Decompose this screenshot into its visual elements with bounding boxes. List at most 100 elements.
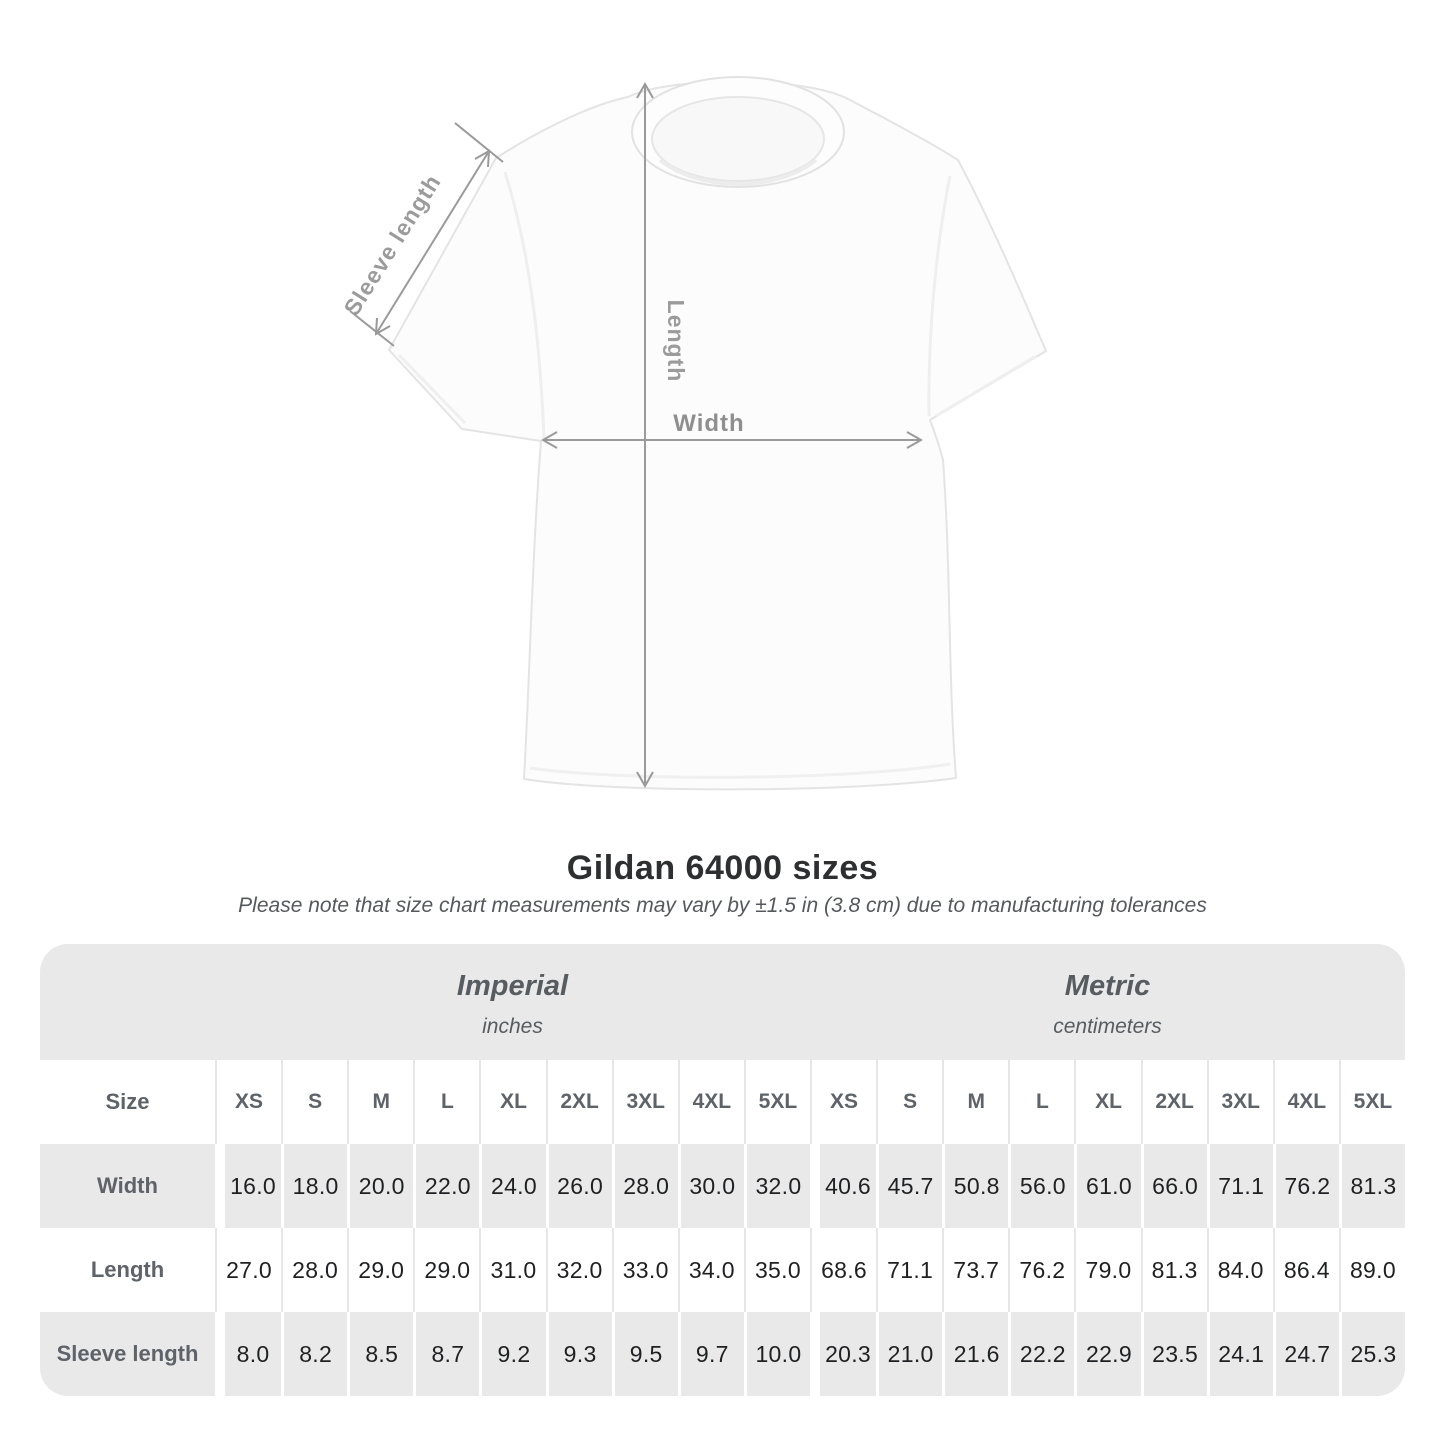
size-col-header: XS [810,1060,876,1144]
value-cell: 22.9 [1074,1312,1140,1396]
size-col-header: M [347,1060,413,1144]
value-cell: 23.5 [1140,1312,1207,1396]
value-cell: 61.0 [1074,1144,1140,1228]
value-cell: 40.6 [810,1144,876,1228]
size-col-header: 3XL [611,1060,678,1144]
size-row-label: Size [105,1089,150,1114]
imperial-unit: inches [482,1014,543,1038]
size-col-header: S [281,1060,347,1144]
size-col-header: 4XL [1272,1060,1339,1144]
table-row: Sleeve length 8.0 8.2 8.5 8.7 9.2 9.3 9.5 9.7 10.… [40,1312,1405,1396]
value-cell: 8.5 [347,1312,413,1396]
value-cell: 32.0 [545,1228,612,1312]
value-cell: 8.2 [281,1312,347,1396]
value-cell: 71.1 [876,1228,942,1312]
size-col-header: 3XL [1206,1060,1273,1144]
value-cell: 71.1 [1206,1144,1273,1228]
tshirt-graphic [388,76,1047,791]
imperial-title: Imperial [456,969,569,1002]
size-col-header: XS [215,1060,281,1144]
size-col-header: 5XL [743,1060,810,1144]
size-col-header: M [942,1060,1008,1144]
value-cell: 9.3 [545,1312,612,1396]
value-cell: 86.4 [1272,1228,1339,1312]
size-col-header: 5XL [1338,1060,1405,1144]
size-table: Imperial inches Metric centimeters Size … [40,944,1405,1396]
size-header-row: Size XS S M L XL 2XL 3XL 4XL 5XL XS S M L XL 2XL 3XL 4XL… [40,1060,1405,1144]
tshirt-collar [631,76,845,188]
table-row: Length 27.0 28.0 29.0 29.0 31.0 32.0 33.0 34.0 35… [40,1228,1405,1312]
value-cell: 24.0 [479,1144,545,1228]
size-col-header: 2XL [1140,1060,1207,1144]
table-body: Width 16.0 18.0 20.0 22.0 24.0 26.0 28.0 30.0 32.… [40,1144,1405,1396]
value-cell: 9.2 [479,1312,545,1396]
value-cell: 79.0 [1074,1228,1140,1312]
metric-title: Metric [1064,969,1151,1002]
value-cell: 22.2 [1008,1312,1074,1396]
unit-header-band: Imperial inches Metric centimeters [40,944,1405,1060]
value-cell: 28.0 [611,1144,678,1228]
value-cell: 45.7 [876,1144,942,1228]
size-col-header: 4XL [677,1060,744,1144]
value-cell: 68.6 [810,1228,876,1312]
metric-unit: centimeters [1053,1014,1162,1038]
value-cell: 76.2 [1272,1144,1339,1228]
sleeve-length-arrow [349,122,504,347]
imperial-header: Imperial inches [215,944,810,1060]
value-cell: 66.0 [1140,1144,1207,1228]
value-cell: 81.3 [1338,1144,1405,1228]
size-col-header: S [876,1060,942,1144]
value-cell: 50.8 [942,1144,1008,1228]
value-cell: 31.0 [479,1228,545,1312]
value-cell: 20.3 [810,1312,876,1396]
value-cell: 25.3 [1338,1312,1405,1396]
value-cell: 34.0 [677,1228,744,1312]
value-cell: 33.0 [611,1228,678,1312]
table-row: Width 16.0 18.0 20.0 22.0 24.0 26.0 28.0 30.0 32.… [40,1144,1405,1228]
size-col-header: XL [1074,1060,1140,1144]
value-cell: 24.7 [1272,1312,1339,1396]
value-cell: 84.0 [1206,1228,1273,1312]
tshirt-diagram: Sleeve length Length Width [338,76,1047,791]
length-label: Length [663,300,689,383]
width-arrow [540,431,924,449]
size-col-header: XL [479,1060,545,1144]
value-cell: 73.7 [942,1228,1008,1312]
value-cell: 16.0 [215,1144,281,1228]
metric-header: Metric centimeters [810,944,1405,1060]
length-arrow [636,81,654,789]
row-label: Width [97,1173,158,1198]
value-cell: 35.0 [743,1228,810,1312]
value-cell: 24.1 [1206,1312,1273,1396]
row-label: Length [90,1257,165,1282]
size-col-header: L [413,1060,479,1144]
value-cell: 10.0 [743,1312,810,1396]
value-cell: 18.0 [281,1144,347,1228]
value-cell: 8.7 [413,1312,479,1396]
value-cell: 28.0 [281,1228,347,1312]
value-cell: 21.6 [942,1312,1008,1396]
tolerance-note: Please note that size chart measurements… [238,894,1207,917]
page-title: Gildan 64000 sizes [566,849,879,887]
value-cell: 29.0 [413,1228,479,1312]
value-cell: 22.0 [413,1144,479,1228]
value-cell: 21.0 [876,1312,942,1396]
value-cell: 26.0 [545,1144,612,1228]
value-cell: 8.0 [215,1312,281,1396]
tshirt-figure: Sleeve length Length Width [338,76,1047,791]
size-col-header: L [1008,1060,1074,1144]
value-cell: 9.7 [677,1312,744,1396]
value-cell: 81.3 [1140,1228,1207,1312]
value-cell: 27.0 [215,1228,281,1312]
size-chart-page: Sleeve length Length Width Gildan 64000 … [40,76,1405,1396]
value-cell: 20.0 [347,1144,413,1228]
value-cell: 29.0 [347,1228,413,1312]
value-cell: 89.0 [1338,1228,1405,1312]
value-cell: 56.0 [1008,1144,1074,1228]
value-cell: 9.5 [611,1312,678,1396]
value-cell: 30.0 [677,1144,744,1228]
size-col-header: 2XL [545,1060,612,1144]
width-label: Width [673,410,744,437]
row-label: Sleeve length [56,1341,199,1366]
value-cell: 76.2 [1008,1228,1074,1312]
